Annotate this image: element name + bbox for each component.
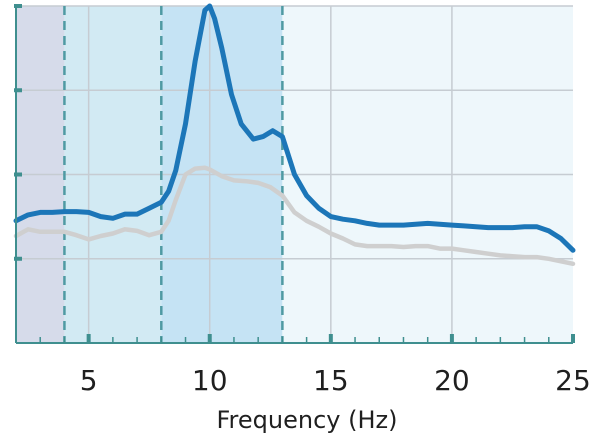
series-line-0	[13, 3, 576, 253]
series-lines	[13, 3, 576, 267]
x-axis-title: Frequency (Hz)	[217, 406, 398, 434]
x-tick-labels: 5 10 15 20 25	[80, 364, 591, 397]
x-tick-label-4: 25	[555, 364, 591, 397]
x-tick-label-3: 20	[434, 364, 470, 397]
band-boundary-lines	[63, 6, 284, 343]
series-line-1	[13, 165, 576, 267]
x-tick-label-2: 15	[313, 364, 349, 397]
axes	[14, 4, 575, 344]
x-tick-label-1: 10	[192, 364, 228, 397]
x-tick-label-0: 5	[80, 364, 98, 397]
